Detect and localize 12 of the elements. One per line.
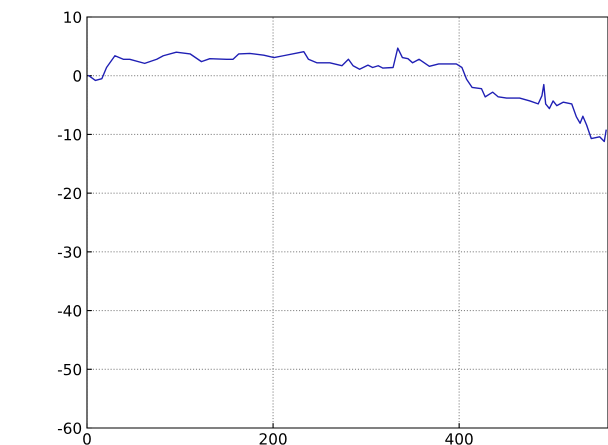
y-tick-label: -20 <box>58 188 82 200</box>
y-tick-label: -60 <box>58 422 82 434</box>
y-tick-label: 0 <box>73 70 82 82</box>
x-tick-label: 200 <box>260 433 287 445</box>
x-tick-label: 400 <box>445 433 473 445</box>
y-tick-label: -30 <box>58 246 82 258</box>
x-tick-label: 0 <box>83 433 91 445</box>
y-tick-label: -50 <box>58 364 82 376</box>
y-tick-label: 10 <box>64 11 82 24</box>
y-tick-label: -10 <box>58 128 82 140</box>
y-tick-label: -40 <box>58 305 82 317</box>
line-series <box>88 47 607 142</box>
